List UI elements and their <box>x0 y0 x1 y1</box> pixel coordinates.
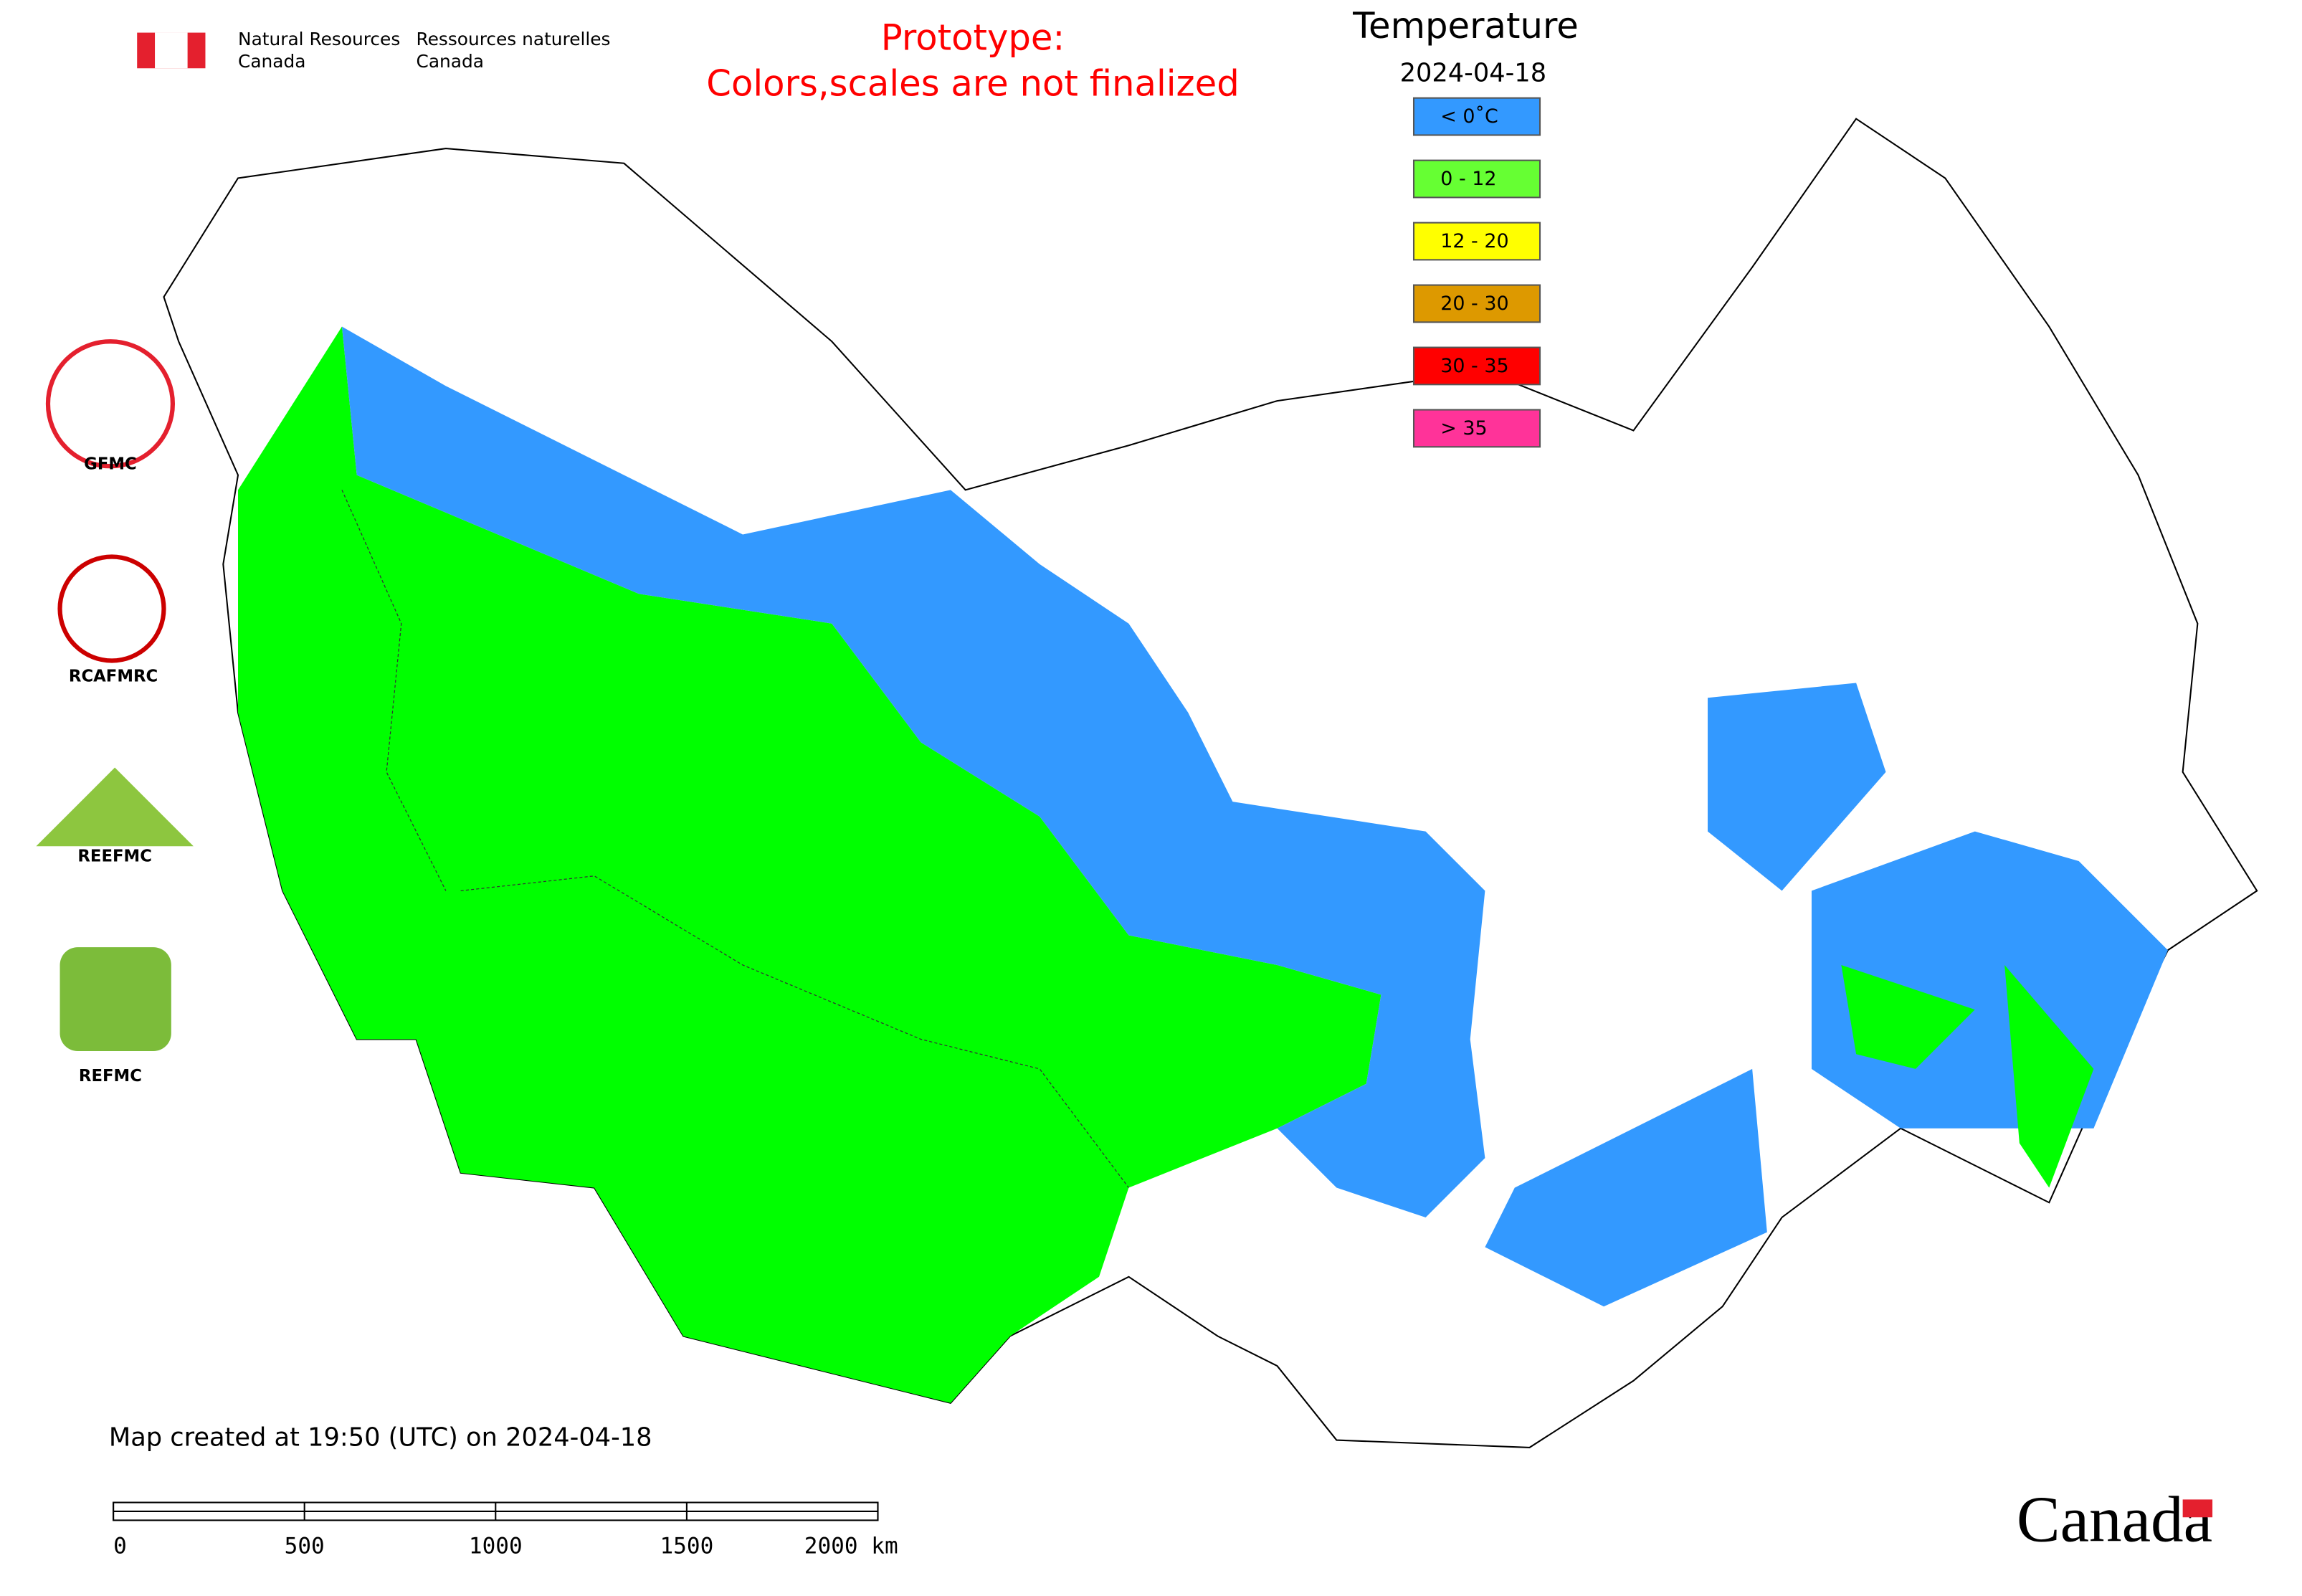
logo-label: RCAFMRC <box>69 668 158 686</box>
logo-label: REFMC <box>79 1067 142 1086</box>
legend-label: 0 - 12 <box>1440 168 1496 190</box>
wordmark-flag <box>2182 1499 2213 1518</box>
legend-label: 20 - 30 <box>1440 293 1508 315</box>
legend-swatch <box>1412 409 1541 448</box>
agency-fr: Canada <box>417 51 484 72</box>
cold-region <box>1485 1068 1767 1307</box>
logo <box>45 339 176 469</box>
notice: Prototype: <box>881 16 1065 58</box>
logo <box>36 767 194 847</box>
logo <box>57 554 166 663</box>
warm-region <box>2004 964 2094 1188</box>
legend-label: 30 - 35 <box>1440 355 1508 377</box>
agency-en: Canada <box>238 51 305 72</box>
legend-label: < 0˚C <box>1440 105 1498 128</box>
cold-region <box>341 326 1485 1217</box>
agency-en: Natural Resources <box>238 29 400 49</box>
legend-swatch <box>1412 222 1541 261</box>
legend-date: 2024-04-18 <box>1400 59 1547 88</box>
flag <box>155 32 188 69</box>
legend-swatch <box>1412 346 1541 386</box>
legend-label: > 35 <box>1440 417 1487 440</box>
cold-region <box>1708 683 1886 891</box>
legend-swatch <box>1412 284 1541 323</box>
legend: Temperature 2024-04-18 < 0˚C 0 - 12 12 - 2… <box>1352 5 1579 448</box>
legend-swatch <box>1412 97 1541 136</box>
scale-label: 500 <box>285 1534 325 1559</box>
header: Natural Resources Canada Ressources natu… <box>137 16 1240 105</box>
agency-fr: Ressources naturelles <box>417 29 611 49</box>
logo <box>60 947 171 1052</box>
scale-label: 2000 km <box>804 1534 898 1559</box>
logo-label: GFMC <box>84 455 137 474</box>
legend-title: Temperature <box>1352 5 1579 47</box>
logo-label: REEFMC <box>77 847 152 865</box>
footer: Map created at 19:50 (UTC) on 2024-04-18… <box>109 1423 2213 1559</box>
logos: GFMC RCAFMRC REEFMC REFMC <box>36 339 194 1086</box>
country-border <box>460 875 1129 1188</box>
country-border <box>341 490 447 891</box>
legend-label: 12 - 20 <box>1440 230 1508 252</box>
map <box>163 118 2258 1448</box>
scale-bar: 0 500 1000 1500 2000 km <box>113 1501 898 1559</box>
notice: Colors,scales are not finalized <box>706 63 1239 105</box>
wordmark: Canada <box>2017 1483 2212 1556</box>
scale-label: 0 <box>113 1534 127 1559</box>
scale-label: 1000 <box>469 1534 523 1559</box>
scale-label: 1500 <box>660 1534 713 1559</box>
warm-region <box>238 326 1381 1403</box>
legend-swatch <box>1412 159 1541 199</box>
created-note: Map created at 19:50 (UTC) on 2024-04-18 <box>109 1423 652 1453</box>
warm-region <box>1841 964 1975 1069</box>
